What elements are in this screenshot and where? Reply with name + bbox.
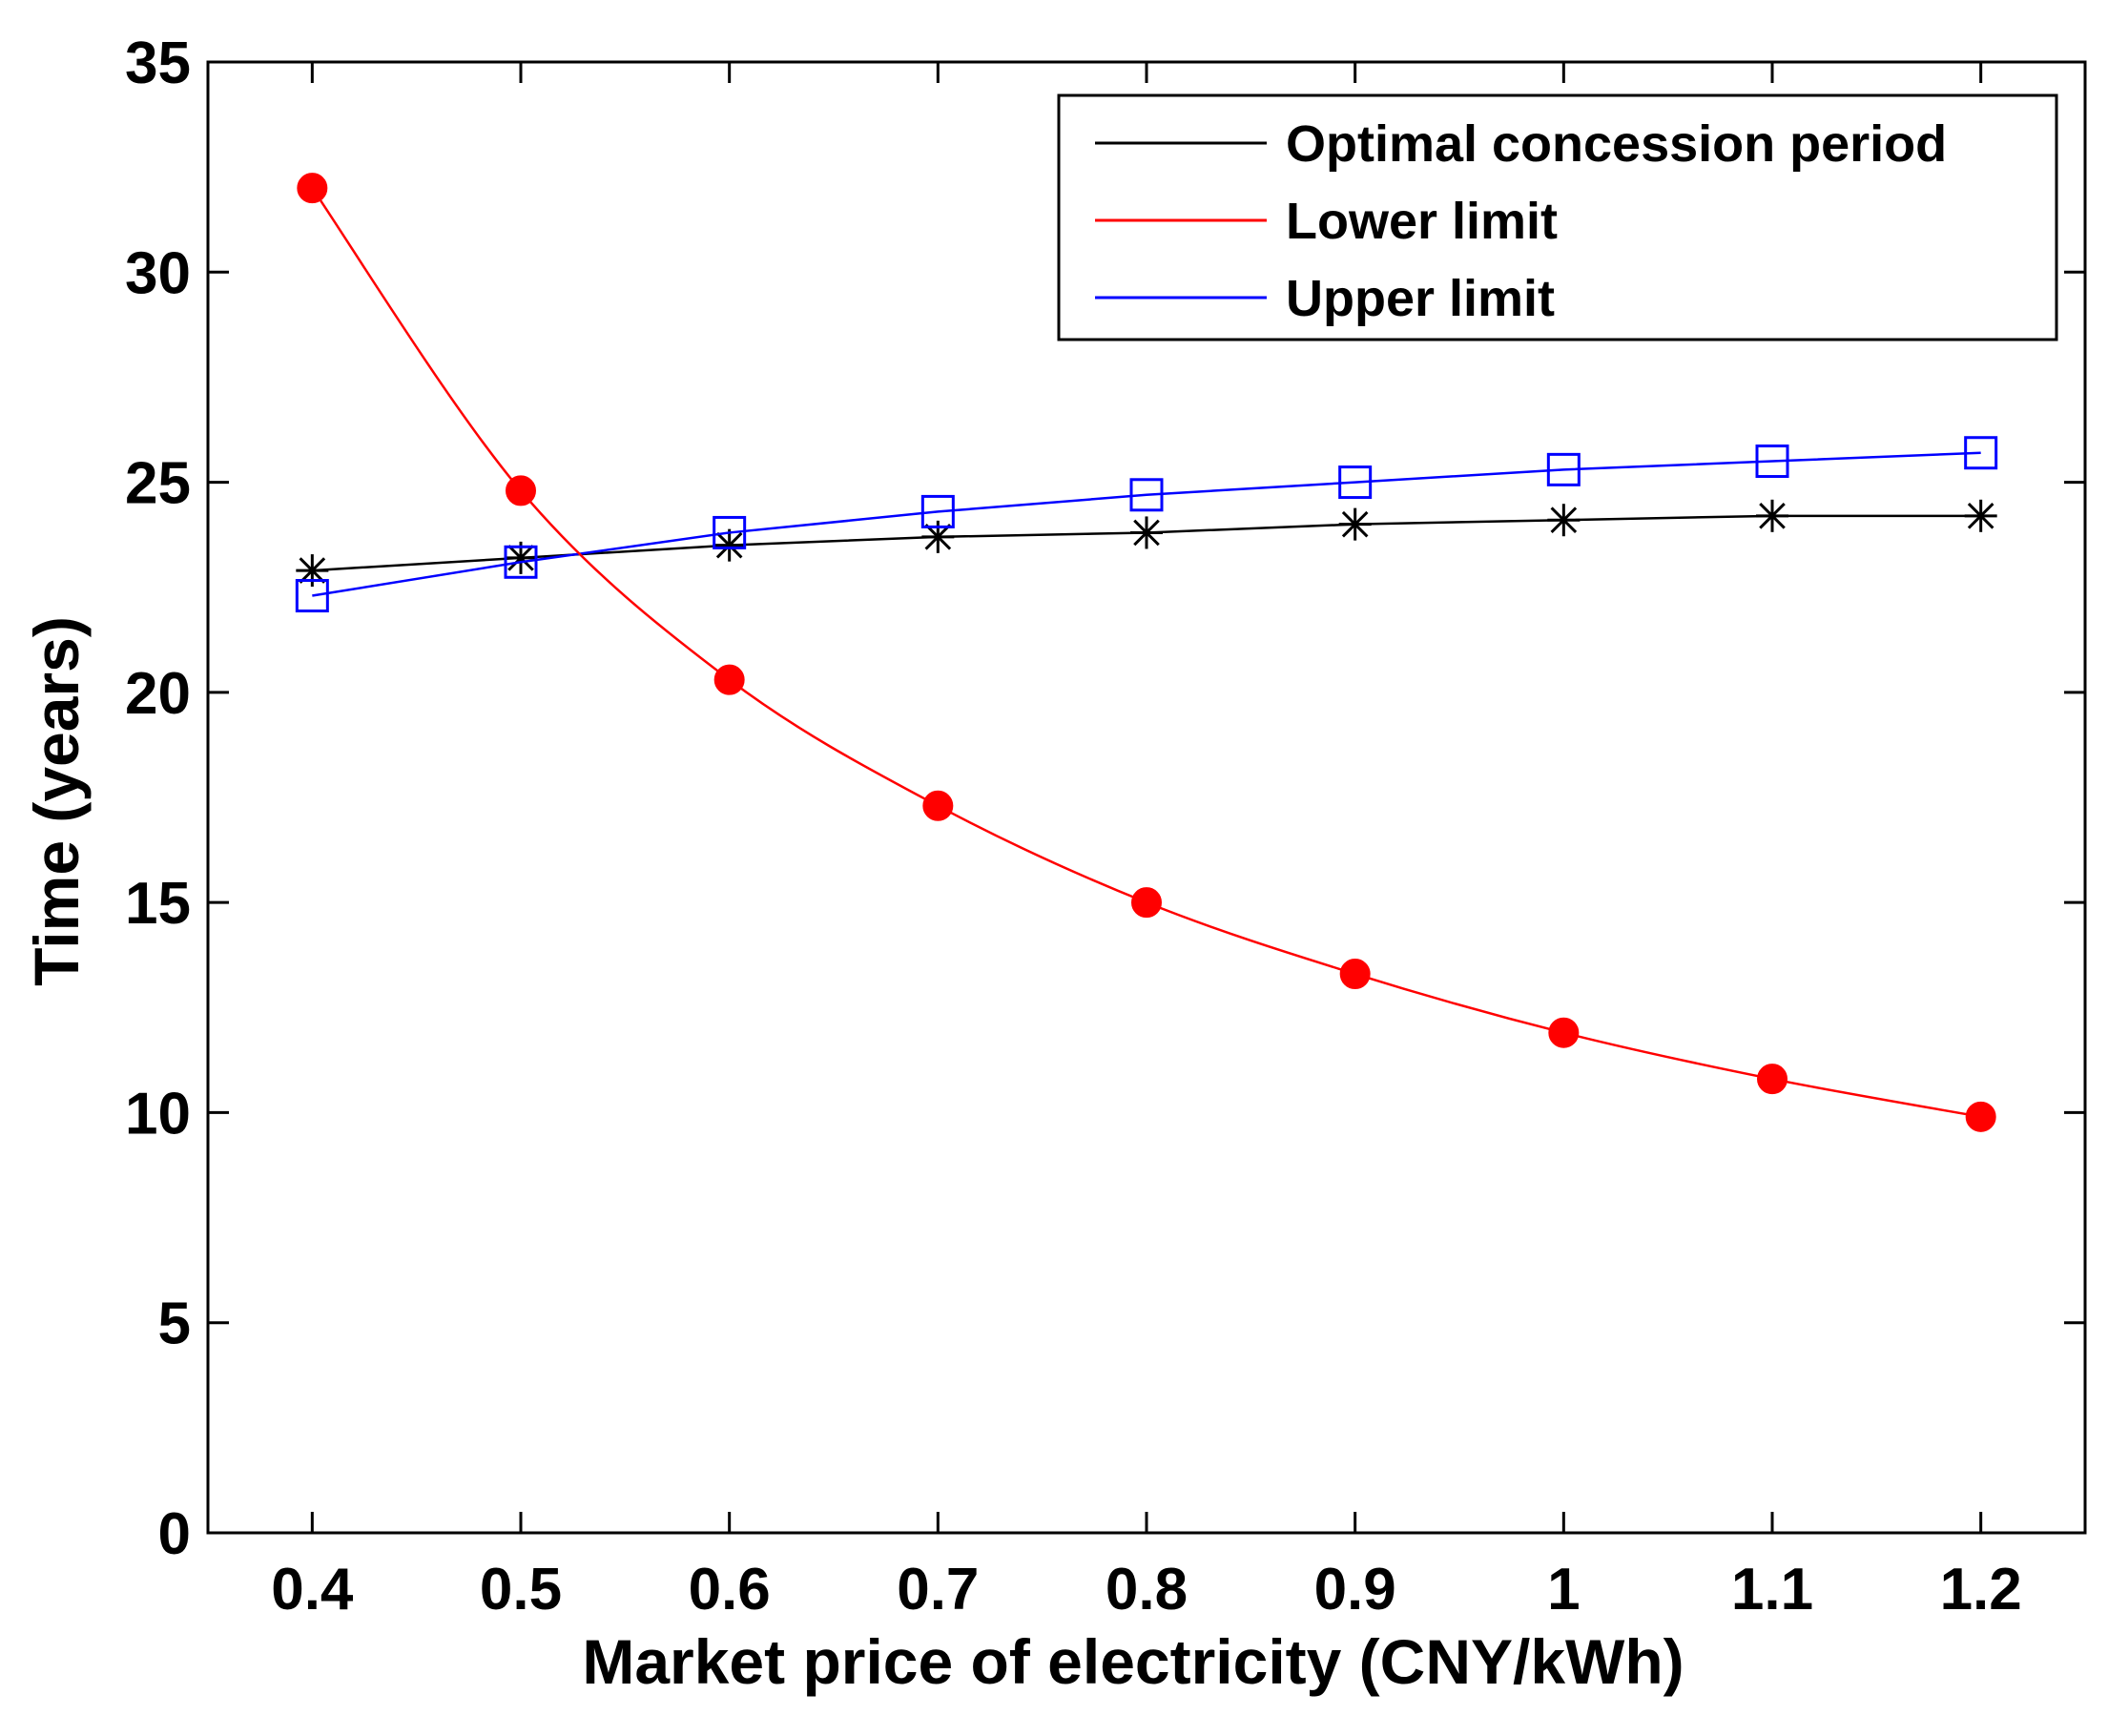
asterisk-marker xyxy=(1550,506,1578,534)
asterisk-marker xyxy=(1967,503,1994,529)
y-tick-label: 35 xyxy=(125,31,191,96)
asterisk-marker xyxy=(1341,510,1369,538)
x-tick-label: 0.6 xyxy=(689,1557,771,1622)
y-tick-label: 5 xyxy=(158,1292,191,1357)
x-tick-label: 0.4 xyxy=(271,1557,354,1622)
asterisk-marker xyxy=(1759,503,1786,529)
square-marker xyxy=(1129,478,1164,512)
circle-marker xyxy=(1339,959,1371,990)
circle-marker xyxy=(1131,887,1162,919)
asterisk-marker xyxy=(507,545,534,571)
series-line xyxy=(311,187,1981,1119)
square-marker xyxy=(920,494,955,528)
x-tick-label: 0.5 xyxy=(480,1557,562,1622)
legend: Optimal concession period Lower limit Uppe… xyxy=(1057,93,2058,341)
square-marker xyxy=(1755,444,1789,479)
circle-marker xyxy=(1965,1101,1996,1132)
x-tick-label: 1 xyxy=(1547,1557,1580,1622)
circle-marker xyxy=(922,790,954,821)
series-layer xyxy=(295,173,1998,1132)
circle-marker xyxy=(506,475,536,506)
y-tick-label: 30 xyxy=(125,240,191,306)
y-tick-label: 0 xyxy=(158,1501,191,1567)
series-upper-limit xyxy=(295,436,1998,613)
square-marker xyxy=(1964,436,1998,470)
circle-marker xyxy=(713,664,745,695)
y-tick-label: 20 xyxy=(125,661,191,727)
y-axis-title: Time (years) xyxy=(21,616,92,986)
series-optimal-concession-period xyxy=(296,499,1997,588)
circle-marker xyxy=(297,173,328,204)
square-marker xyxy=(295,579,329,613)
x-axis: 0.4 0.5 0.6 0.7 0.8 0.9 1 1.1 1.2 xyxy=(271,62,2022,1622)
asterisk-marker xyxy=(1133,519,1160,547)
x-axis-title: Market price of electricity (CNY/kWh) xyxy=(582,1626,1684,1697)
y-tick-label: 15 xyxy=(125,871,191,937)
legend-label: Upper limit xyxy=(1286,270,1555,327)
asterisk-marker xyxy=(715,531,743,559)
x-tick-label: 1.2 xyxy=(1940,1557,2022,1622)
legend-label: Lower limit xyxy=(1286,193,1558,250)
x-tick-label: 0.8 xyxy=(1106,1557,1188,1622)
series-line xyxy=(312,451,1981,597)
circle-marker xyxy=(1548,1017,1580,1048)
asterisk-marker xyxy=(299,557,326,584)
x-tick-label: 0.9 xyxy=(1314,1557,1396,1622)
square-marker xyxy=(713,515,747,549)
circle-marker xyxy=(1757,1064,1788,1095)
y-tick-label: 25 xyxy=(125,451,191,517)
x-tick-label: 1.1 xyxy=(1731,1557,1813,1622)
x-tick-label: 0.7 xyxy=(897,1557,979,1622)
series-lower-limit xyxy=(297,173,1996,1132)
square-marker xyxy=(1546,452,1581,486)
y-tick-label: 10 xyxy=(125,1081,191,1147)
square-marker xyxy=(1338,465,1373,500)
y-axis: 0 5 10 15 20 25 30 35 xyxy=(125,31,2085,1567)
square-marker xyxy=(504,545,538,579)
asterisk-marker xyxy=(924,524,952,550)
legend-label: Optimal concession period xyxy=(1286,115,1947,173)
